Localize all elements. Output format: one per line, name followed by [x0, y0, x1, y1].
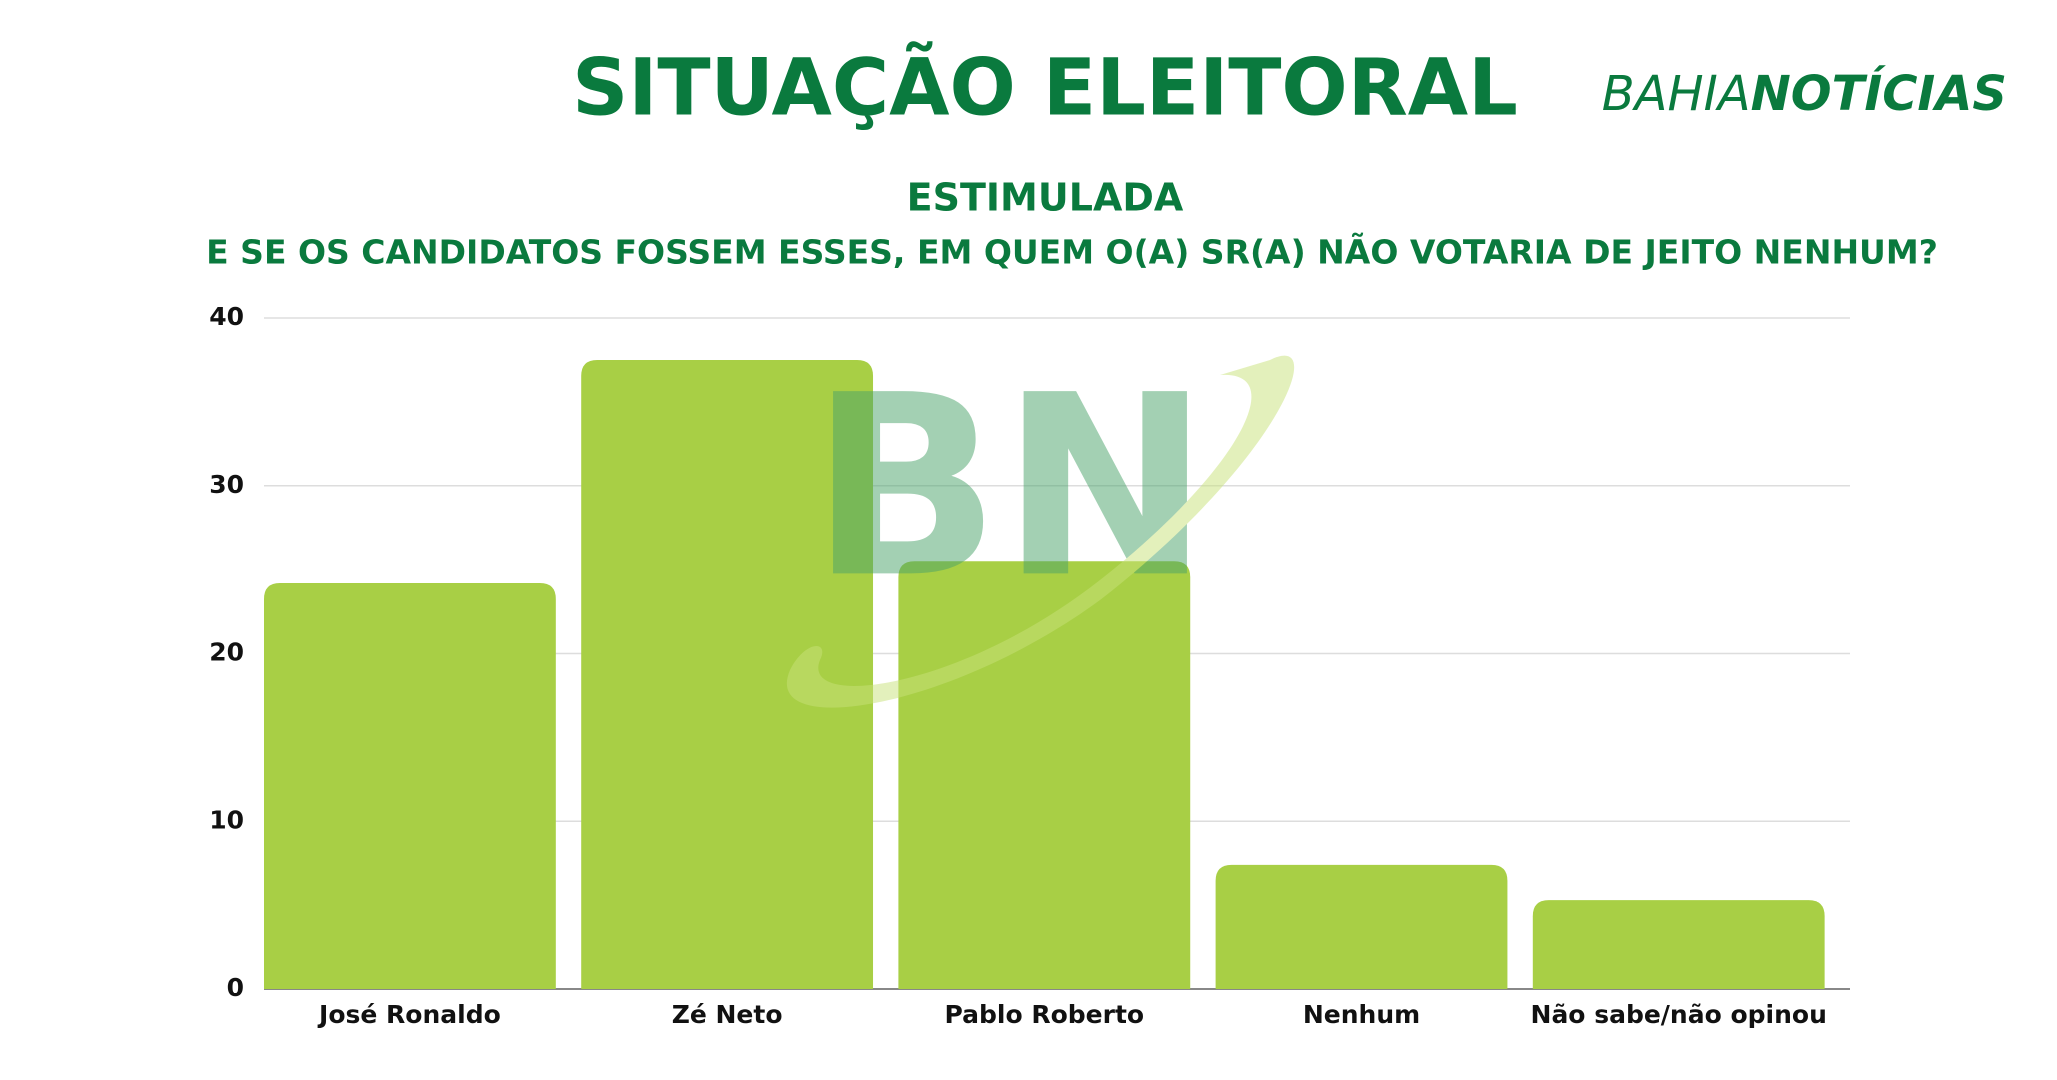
- brand-logo: BAHIANOTÍCIAS: [1602, 65, 2007, 122]
- bar: [1532, 900, 1825, 989]
- watermark-swoosh: [786, 355, 1295, 708]
- bar: [264, 583, 556, 989]
- watermark-text: BN: [810, 341, 1210, 632]
- y-tick-label: 0: [227, 973, 244, 1002]
- bar: [1215, 864, 1508, 989]
- y-tick-label: 20: [209, 638, 244, 667]
- brand-suffix: NOTÍCIAS: [1751, 65, 2007, 122]
- watermark: BN: [786, 341, 1295, 708]
- bar: [581, 359, 874, 989]
- x-tick-label: Nenhum: [1303, 1000, 1420, 1029]
- plot: 0 10 20 30 40 José Ronaldo Zé Neto Pablo Robert…: [209, 302, 1850, 1029]
- y-tick-label: 10: [209, 805, 244, 834]
- chart-subtitle: ESTIMULADA: [907, 176, 1184, 220]
- x-tick-label: Zé Neto: [672, 1000, 783, 1029]
- x-tick-label: Não sabe/não opinou: [1531, 1000, 1827, 1029]
- y-tick-label: 40: [209, 302, 244, 331]
- x-tick-label: Pablo Roberto: [945, 1000, 1145, 1029]
- x-tick-label: José Ronaldo: [317, 1000, 501, 1029]
- y-tick-label: 30: [209, 470, 244, 499]
- chart-title: SITUAÇÃO ELEITORAL: [572, 41, 1518, 133]
- brand-prefix: BAHIA: [1602, 66, 1751, 122]
- chart-question: E SE OS CANDIDATOS FOSSEM ESSES, EM QUEM…: [206, 232, 1938, 272]
